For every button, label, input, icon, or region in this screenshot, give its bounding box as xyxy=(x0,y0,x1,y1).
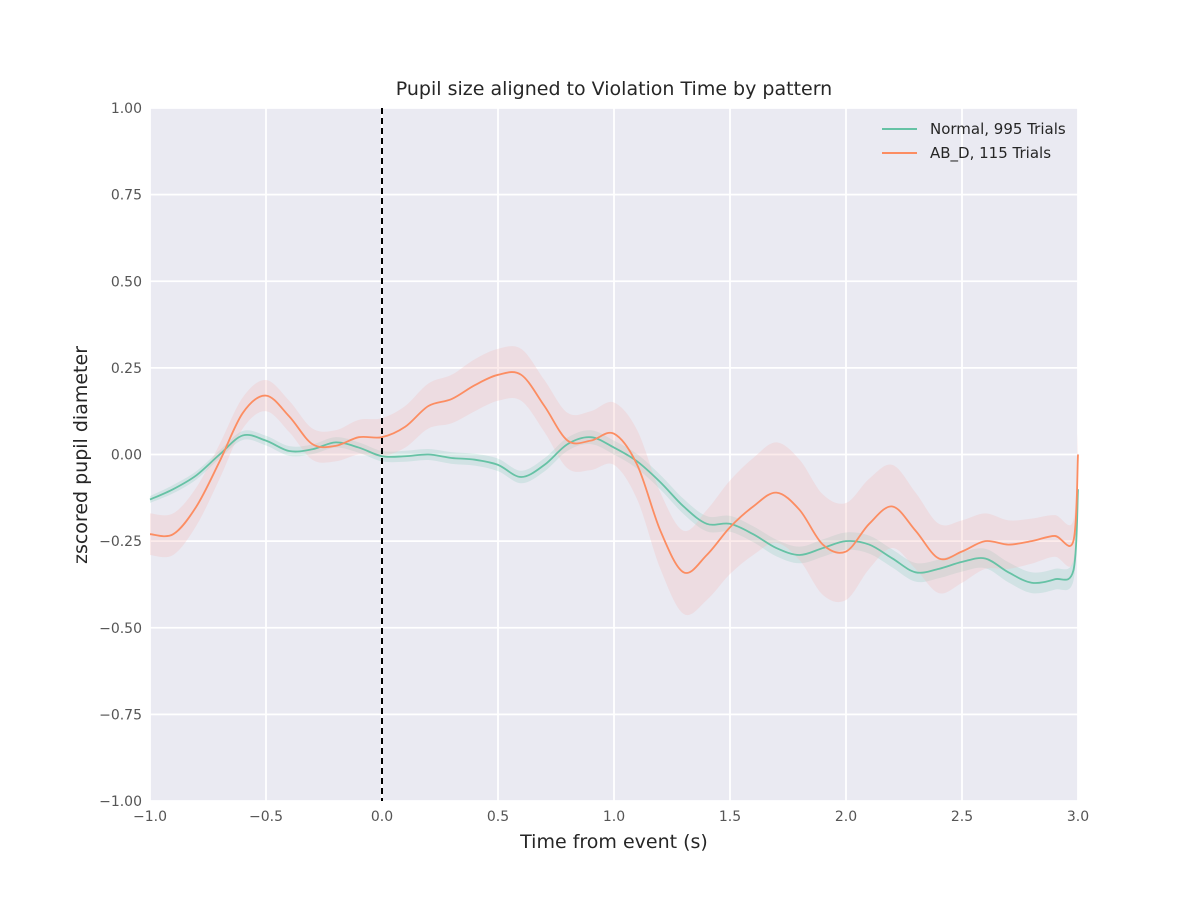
series-line-ab-d xyxy=(149,371,1079,574)
y-tick-label: 0.75 xyxy=(111,188,142,204)
legend-label: AB_D, 115 Trials xyxy=(930,144,1051,163)
x-tick-label: 2.0 xyxy=(835,809,857,825)
y-tick-label: −0.75 xyxy=(99,707,142,723)
x-tick-label: 1.5 xyxy=(719,809,741,825)
x-axis-label: Time from event (s) xyxy=(519,831,708,853)
y-tick-label: 1.00 xyxy=(111,101,142,117)
x-tick-label: 3.0 xyxy=(1067,809,1089,825)
x-tick-label: −0.5 xyxy=(249,809,283,825)
legend: Normal, 995 Trials AB_D, 115 Trials xyxy=(882,120,1066,163)
legend-label: Normal, 995 Trials xyxy=(930,120,1066,138)
series-lines xyxy=(149,371,1079,584)
error-band-ab-d xyxy=(150,346,1078,616)
x-tick-label: 0.0 xyxy=(371,809,393,825)
error-bands xyxy=(150,346,1078,616)
tick-labels: −1.0 −0.5 0.0 0.5 1.0 1.5 2.0 2.5 3.0 1.00 0.75 0.5… xyxy=(99,101,1089,825)
y-tick-label: −0.25 xyxy=(99,534,142,550)
y-tick-label: 0.00 xyxy=(111,448,142,464)
series-line-normal xyxy=(149,433,1079,584)
x-tick-label: 1.0 xyxy=(603,809,625,825)
y-tick-label: −0.50 xyxy=(99,621,142,637)
x-tick-label: 2.5 xyxy=(951,809,973,825)
x-tick-label: 0.5 xyxy=(487,809,509,825)
x-tick-label: −1.0 xyxy=(133,809,167,825)
y-axis-label: zscored pupil diameter xyxy=(70,346,92,564)
y-tick-label: −1.00 xyxy=(99,794,142,810)
y-tick-label: 0.25 xyxy=(111,361,142,377)
chart-title: Pupil size aligned to Violation Time by … xyxy=(396,78,832,100)
y-tick-label: 0.50 xyxy=(111,274,142,290)
